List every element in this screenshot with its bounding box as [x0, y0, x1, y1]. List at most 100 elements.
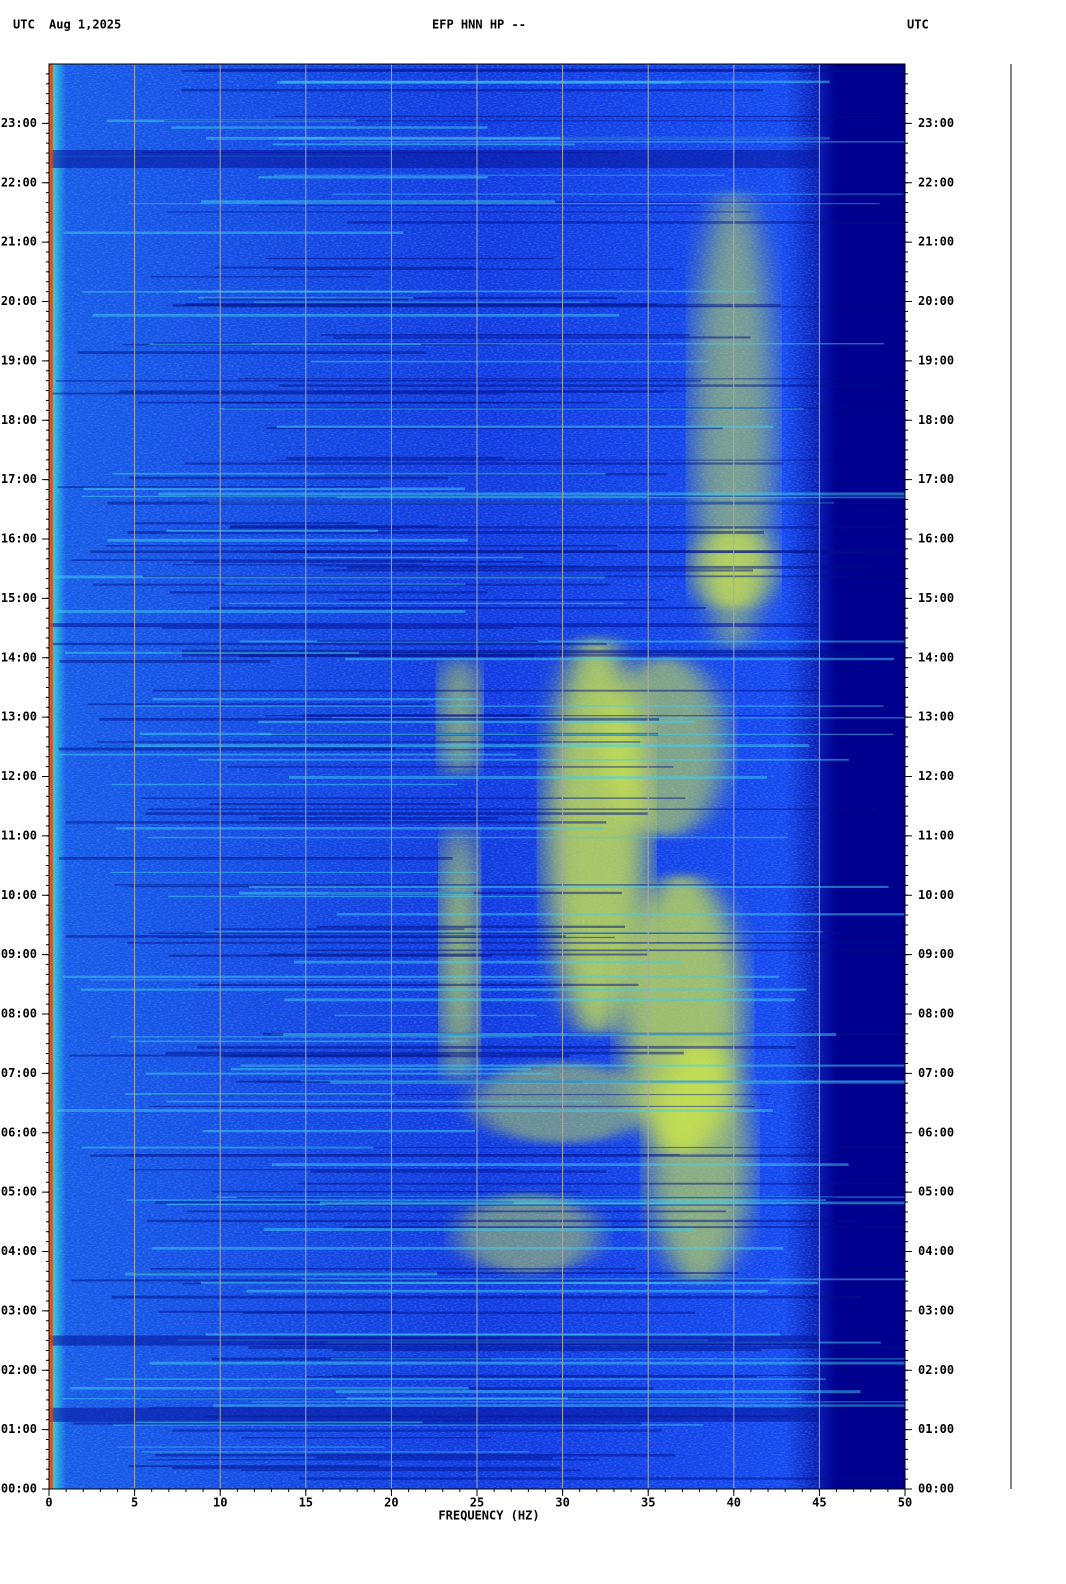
texture	[87, 703, 428, 706]
texture	[62, 1398, 802, 1400]
texture	[258, 817, 498, 820]
texture	[297, 1182, 905, 1185]
texture	[99, 717, 660, 721]
y-tick-label: 01:00	[1, 1422, 37, 1436]
texture	[184, 462, 784, 465]
y-tick-label: 22:00	[1, 175, 37, 189]
texture	[197, 1045, 796, 1049]
y-tick-label: 05:00	[1, 1185, 37, 1199]
texture	[143, 575, 905, 578]
texture	[300, 1080, 905, 1082]
y-tick-label: 07:00	[918, 1066, 954, 1080]
chart-title: EFP HNN HP --	[432, 18, 526, 32]
x-tick-label: 15	[299, 1496, 313, 1510]
texture	[59, 659, 270, 663]
texture	[649, 1042, 750, 1283]
texture	[276, 81, 681, 84]
texture	[151, 1246, 784, 1250]
texture	[171, 126, 488, 129]
texture	[126, 1199, 826, 1201]
texture	[310, 1334, 595, 1336]
texture	[182, 649, 828, 653]
texture	[258, 176, 488, 179]
texture	[307, 949, 901, 952]
y-tick-label: 06:00	[918, 1125, 954, 1139]
texture	[112, 472, 606, 475]
y-tick-label: 22:00	[918, 175, 954, 189]
texture	[110, 871, 477, 873]
texture	[345, 657, 895, 661]
texture	[52, 642, 607, 646]
y-tick-label: 03:00	[918, 1303, 954, 1317]
plot-frame	[48, 63, 906, 1490]
texture	[180, 89, 764, 92]
texture	[171, 651, 862, 654]
texture	[193, 560, 544, 563]
x-tick-label: 25	[470, 1496, 484, 1510]
texture	[128, 1040, 460, 1043]
texture	[65, 935, 566, 938]
texture	[113, 1424, 704, 1426]
texture	[310, 1170, 607, 1173]
texture	[149, 1361, 905, 1365]
texture	[56, 1109, 774, 1112]
texture	[155, 1453, 675, 1457]
y-tick-label: 03:00	[1, 1303, 37, 1317]
texture	[206, 402, 505, 404]
texture	[80, 988, 807, 991]
texture	[333, 336, 751, 339]
texture	[221, 306, 903, 308]
texture	[57, 486, 381, 489]
texture	[242, 1311, 696, 1314]
y-tick-label: 02:00	[918, 1363, 954, 1377]
y-tick-label: 17:00	[1, 472, 37, 486]
y-tick-label: 15:00	[1, 591, 37, 605]
texture	[96, 741, 641, 743]
y-tick-label: 12:00	[918, 769, 954, 783]
texture	[149, 1406, 725, 1409]
texture	[114, 884, 886, 886]
texture	[301, 1278, 905, 1281]
texture	[274, 459, 841, 461]
y-tick-label: 02:00	[1, 1363, 37, 1377]
texture	[439, 657, 480, 778]
texture	[211, 1190, 582, 1193]
texture	[150, 1268, 635, 1270]
y-tick-label: 15:00	[918, 591, 954, 605]
texture	[127, 941, 904, 944]
texture	[151, 1094, 771, 1096]
y-tick-label: 18:00	[1, 413, 37, 427]
texture	[186, 1210, 727, 1213]
x-tick-label: 10	[213, 1496, 227, 1510]
texture	[170, 528, 401, 530]
texture	[347, 565, 871, 569]
texture	[215, 266, 474, 269]
texture	[214, 928, 465, 930]
texture	[71, 559, 431, 562]
texture	[66, 821, 607, 824]
texture	[81, 1146, 374, 1149]
texture	[209, 803, 461, 806]
texture	[328, 891, 622, 895]
texture	[332, 1348, 762, 1352]
y-tick-label: 21:00	[918, 235, 954, 249]
texture	[107, 538, 468, 542]
texture	[283, 1033, 837, 1036]
x-tick-label: 50	[898, 1496, 912, 1510]
texture	[299, 201, 905, 203]
texture	[268, 953, 648, 956]
texture	[314, 565, 585, 567]
y-tick-label: 20:00	[918, 294, 954, 308]
texture	[111, 1036, 533, 1038]
texture	[276, 425, 774, 429]
texture	[319, 1201, 905, 1205]
y-tick-label: 05:00	[918, 1185, 954, 1199]
x-tick-label: 35	[641, 1496, 655, 1510]
x-axis-label: FREQUENCY (HZ)	[438, 1509, 539, 1523]
texture	[264, 1228, 695, 1231]
texture	[306, 1375, 757, 1378]
texture	[59, 753, 517, 756]
texture	[172, 1466, 560, 1470]
y-tick-label: 04:00	[1, 1244, 37, 1258]
